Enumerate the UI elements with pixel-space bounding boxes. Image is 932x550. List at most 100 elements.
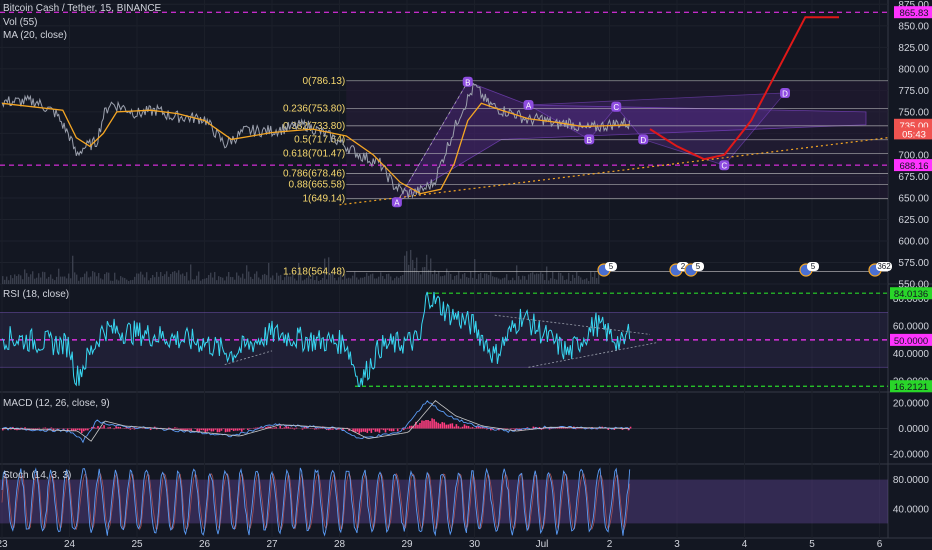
- volume-bar: [530, 273, 532, 284]
- macd-histogram-bar: [240, 428, 243, 432]
- volume-bar: [162, 276, 164, 284]
- volume-bar: [168, 276, 170, 284]
- price-tag: [894, 6, 932, 19]
- volume-bar: [302, 280, 304, 284]
- macd-histogram-bar: [374, 428, 377, 432]
- volume-bar: [398, 277, 400, 284]
- price-tag: [894, 159, 932, 172]
- volume-bar: [564, 280, 566, 284]
- volume-bar: [102, 279, 104, 284]
- macd-histogram-bar: [271, 428, 273, 430]
- macd-histogram-bar: [200, 428, 203, 431]
- volume-bar: [500, 279, 502, 284]
- macd-histogram-bar: [30, 428, 32, 430]
- macd-histogram-bar: [133, 428, 136, 430]
- volume-bar: [490, 271, 492, 284]
- volume-bar: [314, 280, 316, 284]
- volume-bar: [534, 274, 536, 284]
- macd-histogram-bar: [407, 427, 409, 429]
- pattern-point-text: D: [640, 136, 646, 145]
- macd-histogram-bar: [176, 427, 178, 429]
- volume-bar: [464, 273, 466, 284]
- rsi-level-tag-text: 16.2121: [894, 382, 928, 393]
- macd-histogram-bar: [404, 428, 407, 430]
- x-axis-tick: Jul: [536, 539, 549, 550]
- macd-histogram-bar: [285, 426, 288, 429]
- macd-histogram-bar: [83, 428, 85, 432]
- volume-bar: [112, 280, 114, 284]
- macd-histogram-bar: [413, 426, 415, 429]
- volume-bar: [128, 280, 130, 284]
- macd-signal-line: [2, 400, 630, 442]
- volume-bar: [238, 275, 240, 284]
- macd-histogram-bar: [627, 428, 630, 431]
- macd-histogram-bar: [78, 428, 81, 431]
- volume-bar: [280, 274, 282, 284]
- macd-histogram-bar: [230, 428, 233, 430]
- macd-histogram-bar: [196, 428, 198, 432]
- macd-histogram-bar: [378, 428, 381, 433]
- volume-bar: [498, 278, 500, 284]
- macd-histogram-bar: [411, 425, 413, 429]
- volume-bar: [122, 277, 124, 284]
- macd-histogram-bar: [514, 428, 516, 431]
- macd-histogram-bar: [315, 428, 318, 430]
- volume-bar: [414, 267, 416, 284]
- volume-bar: [150, 277, 152, 284]
- macd-histogram-bar: [467, 426, 470, 429]
- macd-histogram-bar: [542, 428, 545, 430]
- volume-bar: [532, 272, 534, 284]
- macd-histogram-bar: [190, 428, 192, 431]
- volume-bar: [578, 275, 580, 284]
- volume-bar: [32, 271, 34, 284]
- macd-histogram-bar: [155, 428, 158, 430]
- macd-histogram-bar: [512, 428, 514, 430]
- fib-level-label: 0.786(678.46): [283, 168, 345, 179]
- macd-histogram-bar: [465, 425, 468, 429]
- volume-bar: [132, 279, 134, 284]
- macd-histogram-bar: [409, 425, 411, 429]
- macd-histogram-bar: [554, 427, 557, 429]
- volume-bar: [432, 274, 434, 284]
- volume-bar: [210, 272, 212, 284]
- macd-histogram-bar: [459, 427, 462, 429]
- price-tag-text: 735.00: [899, 121, 928, 132]
- volume-bar: [594, 272, 596, 284]
- volume-bar: [260, 279, 262, 284]
- macd-histogram-bar: [131, 427, 134, 429]
- macd-histogram-bar: [232, 428, 235, 432]
- macd-histogram-bar: [595, 428, 597, 430]
- pattern-point-label: A: [391, 197, 402, 208]
- volume-bar: [164, 274, 166, 284]
- volume-bar: [436, 273, 438, 284]
- macd-histogram-bar: [74, 428, 77, 431]
- macd-histogram-bar: [87, 428, 89, 431]
- pattern-point-label: A: [523, 99, 534, 110]
- volume-bar: [200, 280, 202, 284]
- macd-histogram-bar: [392, 428, 395, 432]
- volume-bar: [540, 272, 542, 284]
- macd-histogram-bar: [548, 428, 551, 430]
- volume-bar: [316, 276, 318, 284]
- volume-bar: [406, 251, 408, 284]
- volume-bar: [334, 277, 336, 284]
- volume-bar: [384, 278, 386, 284]
- volume-bar: [446, 268, 448, 284]
- volume-bar: [62, 276, 64, 284]
- volume-bar: [232, 277, 234, 284]
- volume-bar: [228, 271, 230, 284]
- volume-bar: [38, 273, 40, 284]
- pattern-point-text: C: [613, 103, 619, 112]
- volume-bar: [92, 271, 94, 284]
- x-axis-tick: 5: [809, 539, 815, 550]
- macd-histogram-bar: [451, 423, 454, 429]
- volume-bar: [310, 278, 312, 284]
- macd-histogram-bar: [303, 426, 306, 429]
- stoch-d-line: [1, 472, 631, 531]
- pattern-point-marker: [584, 134, 595, 145]
- volume-bar: [452, 279, 454, 284]
- volume-bar: [508, 280, 510, 284]
- price-y-tick: 800.00: [898, 64, 929, 75]
- volume-bar: [478, 273, 480, 284]
